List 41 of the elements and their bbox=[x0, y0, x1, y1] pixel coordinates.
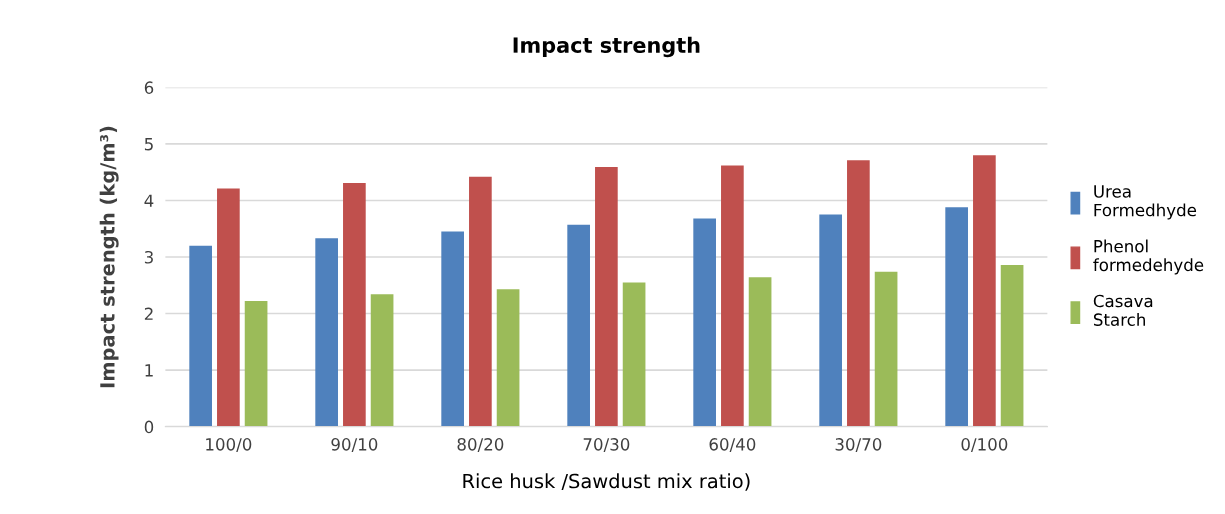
legend-label: Phenol formedehyde bbox=[1093, 239, 1204, 275]
x-tick-label: 90/10 bbox=[331, 438, 378, 452]
bar bbox=[1000, 264, 1024, 427]
legend-label: Urea Formedhyde bbox=[1094, 185, 1197, 220]
bar bbox=[945, 207, 968, 427]
y-tick-label: 6 bbox=[144, 81, 154, 94]
bar bbox=[244, 301, 268, 427]
bar bbox=[441, 231, 464, 427]
bar bbox=[847, 160, 870, 427]
bar bbox=[874, 271, 898, 427]
bar bbox=[595, 167, 618, 427]
y-tick-label: 0 bbox=[144, 420, 154, 434]
x-tick-label: 80/20 bbox=[457, 438, 504, 452]
bar bbox=[622, 282, 646, 427]
bar bbox=[567, 224, 590, 427]
x-tick-label: 60/40 bbox=[709, 438, 756, 452]
bar bbox=[315, 238, 338, 427]
y-tick-label: 4 bbox=[144, 194, 154, 207]
x-axis-title: Rice husk /Sawdust mix ratio) bbox=[463, 473, 750, 491]
bar bbox=[343, 182, 366, 427]
x-tick-label: 30/70 bbox=[835, 438, 882, 452]
y-tick-label: 3 bbox=[144, 250, 153, 264]
y-tick-label: 5 bbox=[144, 138, 153, 151]
bar bbox=[973, 155, 996, 427]
legend-label: Casava Starch bbox=[1093, 294, 1153, 326]
x-tick-label: 0/100 bbox=[961, 438, 1008, 452]
y-axis-title: Impact strength (kg/m³) bbox=[99, 126, 119, 388]
y-tick-label: 1 bbox=[145, 364, 153, 377]
y-tick-label: 2 bbox=[144, 307, 153, 320]
chart-title: Impact strength bbox=[513, 36, 700, 58]
bar bbox=[721, 165, 744, 427]
bar bbox=[217, 188, 240, 427]
bar bbox=[469, 176, 492, 427]
x-tick-label: 70/30 bbox=[583, 438, 630, 452]
bar bbox=[748, 277, 772, 427]
bar bbox=[496, 289, 520, 427]
bar bbox=[370, 294, 394, 427]
bar bbox=[819, 214, 842, 427]
bar bbox=[693, 218, 716, 427]
x-tick-label: 100/0 bbox=[206, 438, 252, 452]
bar bbox=[189, 245, 212, 427]
